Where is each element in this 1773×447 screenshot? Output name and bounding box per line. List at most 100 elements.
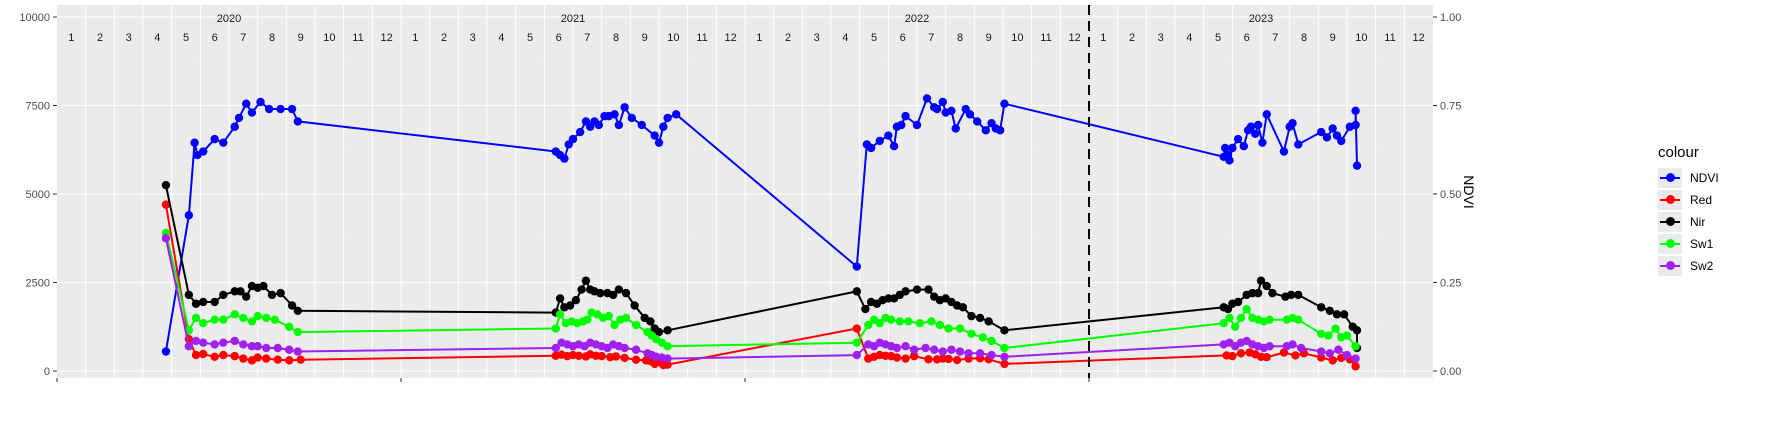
y2-tick-label: 0.00 — [1440, 366, 1461, 378]
data-point — [596, 288, 605, 298]
data-point — [889, 142, 899, 151]
data-point — [247, 108, 257, 117]
data-point — [965, 110, 975, 119]
data-point — [620, 103, 629, 112]
data-point — [161, 234, 171, 243]
data-point — [575, 127, 585, 137]
data-point — [1236, 313, 1246, 323]
data-point — [242, 292, 251, 301]
y-tick-label: 10000 — [19, 12, 50, 24]
data-point — [1228, 351, 1237, 361]
data-point — [1294, 290, 1303, 300]
month-label: 8 — [613, 32, 619, 44]
data-point — [191, 350, 201, 360]
data-point — [1325, 349, 1335, 358]
month-labels: 1 2 3 4 5 6 7 8 9 10 11 12 1 2 3 4 5 6 7 8 9 10 11 12 1 2 3 4 5 6 7 8 9 1… — [68, 32, 1425, 44]
data-point — [1337, 136, 1346, 146]
data-point — [927, 317, 936, 326]
month-label: 7 — [584, 32, 590, 44]
data-point — [659, 122, 668, 131]
legend-label: Nir — [1690, 215, 1706, 229]
data-point — [199, 147, 208, 156]
data-point — [1265, 342, 1274, 351]
data-point — [1000, 343, 1009, 353]
month-label: 1 — [1100, 32, 1106, 44]
data-point — [654, 327, 664, 337]
data-point — [191, 299, 201, 308]
data-point — [947, 345, 956, 354]
series-sw1 — [161, 228, 1360, 353]
data-point — [253, 342, 262, 351]
data-point — [621, 288, 631, 298]
month-label: 6 — [900, 32, 906, 44]
month-label: 8 — [1301, 32, 1307, 44]
data-point — [637, 120, 646, 130]
data-point — [663, 113, 672, 123]
data-point — [646, 317, 655, 326]
legend-item: Red — [1658, 189, 1758, 211]
data-point — [293, 327, 302, 337]
data-point — [1351, 342, 1360, 351]
month-label: 6 — [1244, 32, 1250, 44]
data-point — [1258, 138, 1267, 147]
data-point — [967, 311, 976, 321]
data-point — [852, 287, 861, 296]
data-point — [915, 319, 925, 328]
data-point — [1288, 340, 1297, 349]
y-tick-label: 5000 — [26, 189, 50, 201]
data-point — [219, 290, 228, 300]
data-point — [571, 296, 581, 305]
data-point — [631, 320, 641, 330]
month-label: 3 — [470, 32, 476, 44]
data-point — [987, 350, 996, 360]
data-point — [1265, 315, 1274, 324]
data-point — [1288, 119, 1297, 128]
year-label: 2021 — [561, 13, 585, 25]
data-point — [1246, 122, 1256, 131]
month-label: 12 — [1069, 32, 1081, 44]
data-point — [293, 306, 302, 316]
y2-tick-label: 1.00 — [1440, 12, 1461, 24]
data-point — [930, 345, 939, 354]
data-point — [1342, 331, 1352, 340]
data-point — [1256, 276, 1266, 285]
year-label: 2023 — [1249, 13, 1273, 25]
data-point — [1233, 134, 1243, 144]
data-point — [627, 113, 636, 123]
data-point — [875, 136, 884, 146]
data-point — [285, 356, 294, 365]
data-point — [161, 200, 171, 209]
data-point — [663, 360, 672, 369]
month-label: 5 — [527, 32, 533, 44]
data-point — [264, 104, 274, 114]
month-label: 11 — [1040, 32, 1051, 44]
month-label: 2 — [441, 32, 447, 44]
legend-dot — [1666, 261, 1675, 270]
data-point — [191, 336, 201, 346]
data-point — [1286, 290, 1296, 300]
data-point — [560, 154, 569, 163]
data-point — [912, 285, 922, 294]
data-point — [1317, 347, 1326, 356]
data-point — [293, 117, 302, 126]
legend-dot — [1666, 173, 1675, 182]
legend-key — [1658, 190, 1682, 210]
data-point — [1268, 288, 1277, 298]
data-point — [190, 138, 199, 147]
month-label: 10 — [1011, 32, 1023, 44]
data-point — [895, 317, 904, 326]
data-point — [951, 124, 960, 133]
data-point — [955, 324, 965, 333]
data-point — [1253, 288, 1263, 298]
data-point — [901, 354, 910, 363]
data-point — [852, 324, 861, 333]
data-point — [650, 131, 659, 140]
data-point — [1262, 352, 1271, 362]
data-point — [1294, 140, 1303, 149]
data-point — [901, 342, 910, 351]
data-point — [967, 329, 976, 339]
data-point — [975, 313, 985, 323]
y-tick-label: 7500 — [26, 101, 50, 113]
data-point — [935, 320, 945, 330]
data-point — [262, 313, 271, 323]
